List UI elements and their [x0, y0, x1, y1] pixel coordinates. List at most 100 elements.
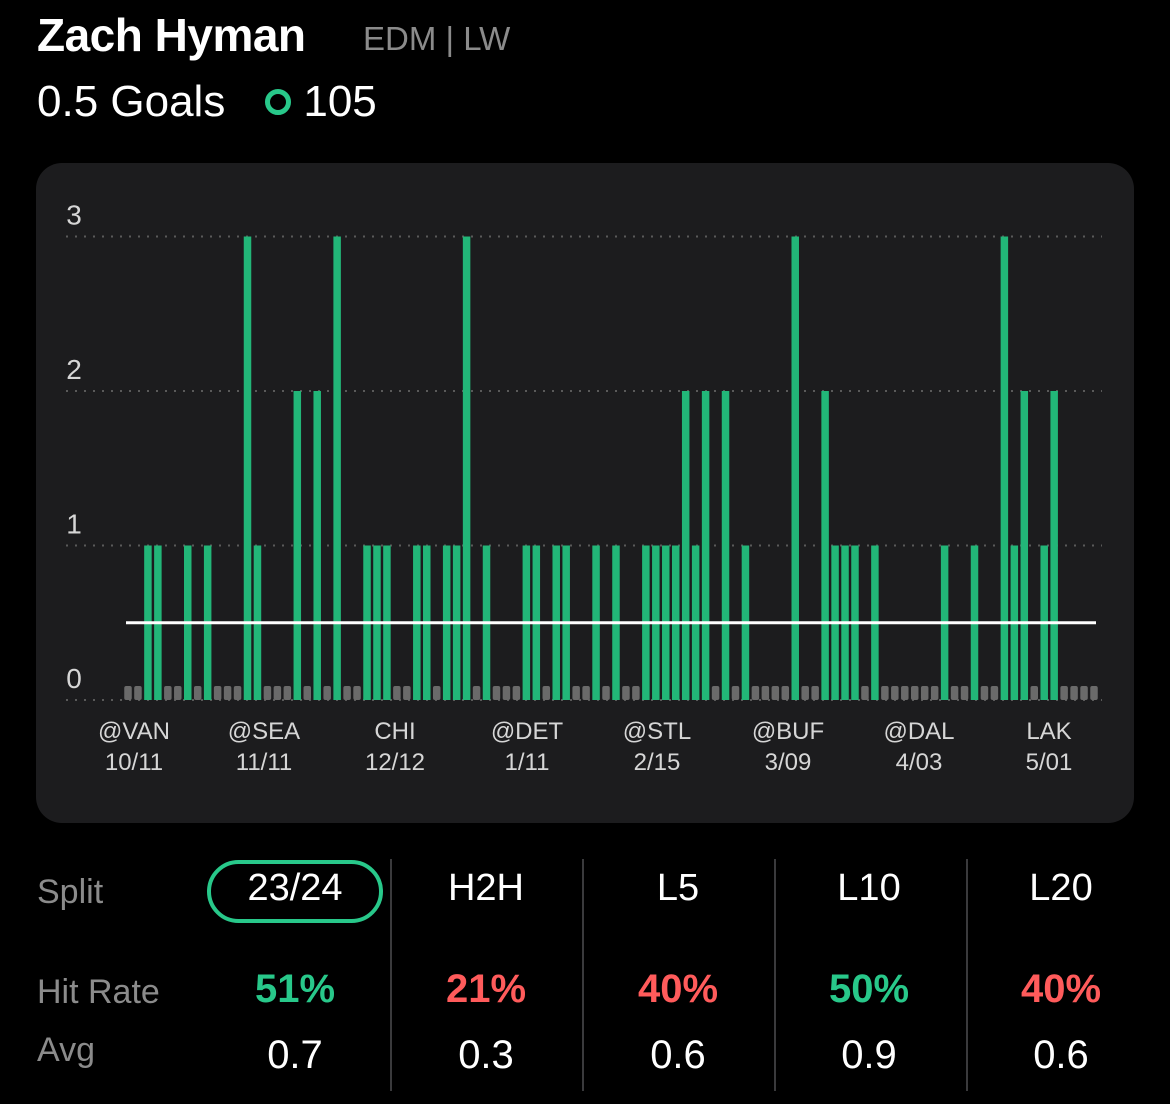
bar	[313, 391, 321, 700]
bar-zero	[602, 686, 610, 700]
splits-table: Split Hit Rate Avg 23/24 51% 0.7 H2H 21% 0.3 L…	[0, 845, 1170, 1104]
x-tick-date: 4/03	[896, 749, 943, 776]
column-divider	[966, 859, 968, 1091]
bar	[333, 236, 341, 700]
bar-zero	[1070, 686, 1078, 700]
bar-zero	[263, 686, 272, 700]
team-position: EDM | LW	[363, 20, 511, 57]
bar-zero	[781, 686, 790, 700]
bar-zero	[502, 686, 511, 700]
split-tab-l5[interactable]: L5 40% 0.6	[590, 845, 766, 1104]
x-tick-date: 12/12	[365, 749, 425, 776]
player-name: Zach Hyman	[37, 9, 306, 61]
bar-zero	[861, 686, 869, 700]
column-divider	[582, 859, 584, 1091]
bar-zero	[213, 686, 222, 700]
bar-zero	[303, 686, 312, 700]
bar-zero	[1080, 686, 1088, 700]
goals-bar-chart: 3 2 1 0 @VAN 10/11 @SEA 11/11 CHI 12/12 @DET 1/11 @S…	[66, 200, 1102, 776]
bar	[701, 391, 710, 700]
bar-zero	[1060, 686, 1068, 700]
hit-rate-row-label: Hit Rate	[37, 973, 160, 1011]
bar-zero	[512, 686, 521, 700]
x-tick-date: 2/15	[634, 749, 681, 776]
y-tick-label: 2	[66, 354, 82, 385]
bar-zero	[233, 686, 242, 700]
bar-zero	[910, 686, 919, 700]
avg-value: 0.6	[1033, 1033, 1089, 1077]
bar-zero	[492, 686, 501, 700]
y-tick-label: 1	[66, 509, 82, 540]
x-tick-team: @VAN	[98, 718, 170, 745]
hit-rate-value: 40%	[637, 967, 719, 1011]
x-tick-date: 5/01	[1026, 749, 1073, 776]
bar-zero	[901, 686, 909, 700]
prop-line-label: 0.5 Goals	[37, 77, 226, 126]
x-tick-team: @BUF	[752, 718, 824, 745]
x-tick-team: CHI	[374, 718, 415, 745]
avg-row-label: Avg	[37, 1031, 95, 1069]
split-tab-l10[interactable]: L10 50% 0.9	[781, 845, 957, 1104]
hit-rate-value: 51%	[254, 967, 336, 1011]
bar-zero	[930, 686, 939, 700]
x-tick-team: @STL	[623, 718, 691, 745]
bar-zero	[751, 686, 760, 700]
bar-zero	[891, 686, 899, 700]
hit-rate-value: 50%	[828, 967, 910, 1011]
bar	[243, 236, 252, 700]
x-tick-team: LAK	[1026, 718, 1071, 745]
bar-zero	[283, 686, 292, 700]
split-tab-23-24[interactable]: 23/24 51% 0.7	[207, 845, 383, 1104]
odds-value: 105	[303, 77, 377, 126]
odds: 105	[265, 77, 377, 127]
split-title: H2H	[447, 867, 525, 909]
bar-zero	[761, 686, 770, 700]
bar-zero	[572, 686, 580, 700]
bar-zero	[343, 686, 351, 700]
bar-zero	[1090, 686, 1098, 700]
bar	[462, 236, 471, 700]
bar-zero	[353, 686, 361, 700]
bar-zero	[960, 686, 969, 700]
bar-zero	[920, 686, 929, 700]
bar-zero	[990, 686, 999, 700]
column-divider	[774, 859, 776, 1091]
bar-zero	[223, 686, 232, 700]
x-tick-date: 10/11	[105, 749, 163, 776]
hit-rate-value: 21%	[445, 967, 527, 1011]
avg-value: 0.9	[841, 1033, 897, 1077]
bar-zero	[632, 686, 640, 700]
split-title: L5	[656, 867, 700, 909]
avg-value: 0.6	[650, 1033, 706, 1077]
bar-zero	[134, 686, 142, 700]
bar-zero	[980, 686, 989, 700]
split-tab-l20[interactable]: L20 40% 0.6	[973, 845, 1149, 1104]
bar-zero	[542, 686, 551, 700]
bar	[821, 391, 829, 700]
split-title: L10	[837, 867, 901, 909]
hit-rate-value: 40%	[1020, 967, 1102, 1011]
selected-split-pill	[207, 860, 383, 923]
x-tick-date: 11/11	[236, 749, 293, 776]
bar	[293, 391, 302, 700]
prop-line-row: 0.5 Goals 105	[37, 74, 377, 130]
bar-zero	[174, 686, 182, 700]
bar	[681, 391, 690, 700]
bar-zero	[472, 686, 481, 700]
split-row-label: Split	[37, 873, 104, 911]
bar-zero	[323, 686, 331, 700]
bar-zero	[811, 686, 819, 700]
x-tick-date: 1/11	[505, 749, 550, 776]
split-tab-h2h[interactable]: H2H 21% 0.3	[398, 845, 574, 1104]
bar-zero	[622, 686, 630, 700]
bar	[1000, 236, 1009, 700]
y-tick-label: 3	[66, 200, 82, 231]
avg-value: 0.3	[458, 1033, 514, 1077]
bar-zero	[164, 686, 172, 700]
bar-zero	[582, 686, 590, 700]
bar-zero	[432, 686, 441, 700]
x-tick-date: 3/09	[765, 749, 812, 776]
x-tick-team: @SEA	[228, 718, 300, 745]
avg-value: 0.7	[267, 1033, 323, 1077]
bar-zero	[193, 686, 202, 700]
